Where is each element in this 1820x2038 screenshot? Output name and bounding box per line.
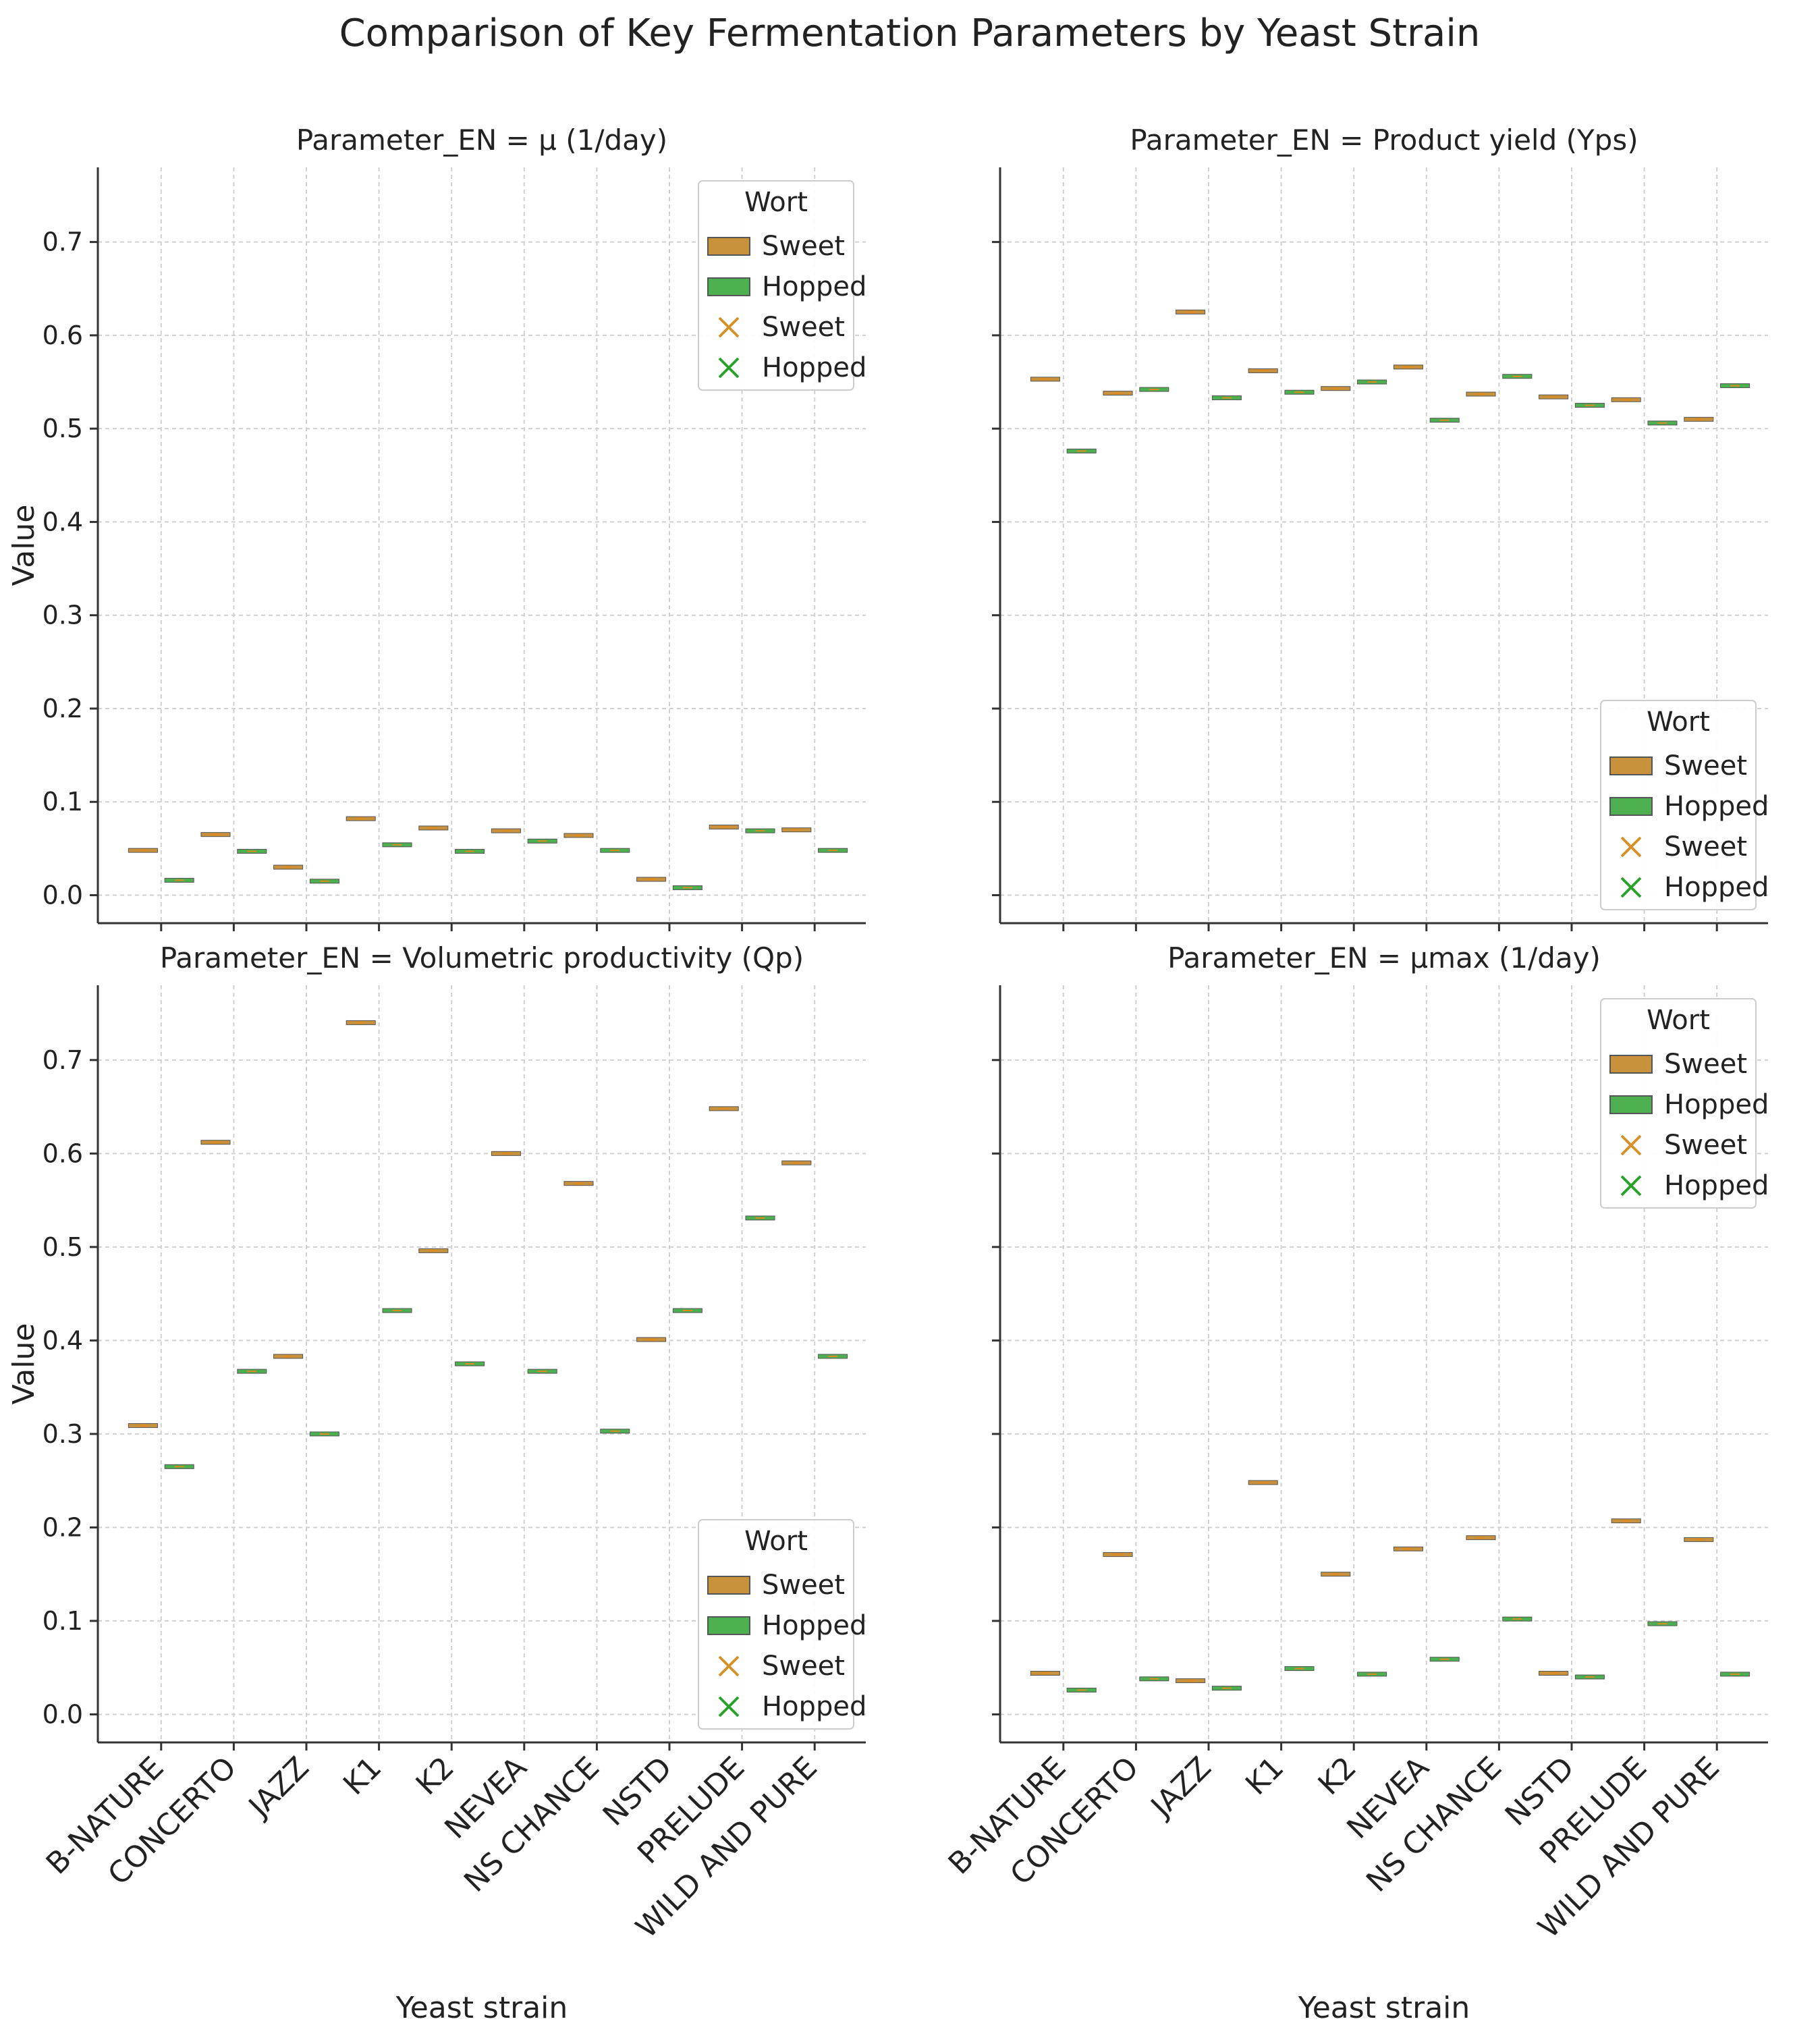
legend-label: Sweet — [762, 1570, 845, 1601]
y-tick-label: 0.6 — [43, 1138, 83, 1168]
y-tick-label: 0.4 — [43, 507, 83, 536]
x-tick-label: JAZZ — [241, 1751, 316, 1825]
y-tick-label: 0.5 — [43, 414, 83, 443]
x-tick-label: JAZZ — [1143, 1751, 1218, 1825]
y-axis-label: Value — [7, 1323, 41, 1405]
x-tick-label: K2 — [410, 1751, 461, 1802]
y-tick-label: 0.3 — [43, 601, 83, 630]
legend-box — [1600, 700, 1757, 910]
y-tick-label: 0.2 — [43, 694, 83, 723]
legend-label: Sweet — [762, 1651, 845, 1682]
legend-marker-hopped — [718, 1696, 740, 1717]
y-tick-label: 0.1 — [43, 787, 83, 817]
legend-label: Hopped — [762, 271, 866, 302]
legend-label: Sweet — [1664, 1130, 1747, 1161]
y-tick-label: 0.3 — [43, 1419, 83, 1449]
legend-swatch-hopped — [707, 277, 750, 296]
legend-swatch-sweet — [707, 1576, 750, 1595]
legend-label: Sweet — [1664, 1049, 1747, 1080]
legend-marker-hopped — [718, 357, 740, 379]
legend-title: Wort — [1647, 1005, 1710, 1036]
legend: Wort Sweet Hopped Sweet Hopped — [1600, 700, 1769, 910]
x-tick-label: K2 — [1312, 1751, 1363, 1802]
x-axis-label: Yeast strain — [1298, 1991, 1470, 2025]
legend-swatch-hopped — [1609, 1095, 1653, 1114]
legend-box — [1600, 998, 1757, 1209]
legend-marker-sweet — [1620, 836, 1642, 858]
y-tick-label: 0.1 — [43, 1606, 83, 1636]
panel-2: Parameter_EN = Product yield (Yps) Wort Sw… — [992, 123, 1769, 931]
legend-swatch-sweet — [707, 237, 750, 256]
panel-title: Parameter_EN = μmax (1/day) — [1167, 941, 1601, 974]
y-tick-label: 0.7 — [43, 227, 83, 257]
legend: Wort Sweet Hopped Sweet Hopped — [698, 1519, 866, 1730]
panel-4: Parameter_EN = μmax (1/day)B-NATURECONCE… — [942, 941, 1769, 2025]
legend: Wort Sweet Hopped Sweet Hopped — [698, 180, 866, 391]
y-tick-label: 0.7 — [43, 1045, 83, 1075]
x-axis-label: Yeast strain — [395, 1991, 568, 2025]
legend-marker-hopped — [1620, 1175, 1642, 1196]
legend-label: Hopped — [1664, 1170, 1769, 1201]
chart-title: Comparison of Key Fermentation Parameter… — [339, 11, 1481, 55]
panel-3: Parameter_EN = Volumetric productivity (… — [7, 941, 866, 2025]
panel-1: Parameter_EN = μ (1/day) 0.0 0.1 0.2 0.3 0.4 0… — [7, 123, 866, 931]
legend-label: Sweet — [1664, 831, 1747, 862]
legend-swatch-hopped — [1609, 797, 1653, 816]
y-tick-label: 0.6 — [43, 321, 83, 350]
legend-label: Sweet — [1664, 750, 1747, 781]
panel-title: Parameter_EN = Volumetric productivity (… — [160, 941, 804, 974]
legend-swatch-sweet — [1609, 1055, 1653, 1074]
legend-marker-sweet — [1620, 1134, 1642, 1156]
panel-title: Parameter_EN = Product yield (Yps) — [1130, 123, 1638, 157]
legend-title: Wort — [1647, 707, 1710, 738]
legend-label: Sweet — [762, 231, 845, 262]
legend-label: Hopped — [762, 1610, 866, 1641]
y-tick-label: 0.4 — [43, 1325, 83, 1355]
legend-swatch-sweet — [1609, 756, 1653, 775]
legend-title: Wort — [744, 187, 808, 218]
panel-title: Parameter_EN = μ (1/day) — [296, 123, 667, 157]
y-tick-label: 0.0 — [43, 881, 83, 910]
legend-label: Sweet — [762, 312, 845, 343]
legend-title: Wort — [744, 1526, 808, 1557]
legend-label: Hopped — [1664, 1089, 1769, 1120]
legend-marker-sweet — [718, 1655, 740, 1677]
y-tick-label: 0.5 — [43, 1232, 83, 1262]
y-axis-label: Value — [7, 505, 41, 586]
x-tick-label: K1 — [337, 1751, 388, 1802]
legend-label: Hopped — [762, 352, 866, 383]
legend: Wort Sweet Hopped Sweet Hopped — [1600, 998, 1769, 1209]
legend-label: Hopped — [762, 1691, 866, 1722]
x-tick-label: K1 — [1239, 1751, 1290, 1802]
legend-label: Hopped — [1664, 872, 1769, 903]
legend-box — [698, 1519, 854, 1730]
legend-swatch-hopped — [707, 1616, 750, 1635]
legend-marker-sweet — [718, 316, 740, 338]
legend-label: Hopped — [1664, 791, 1769, 822]
panels: Parameter_EN = μ (1/day) 0.0 0.1 0.2 0.3 0.4 0… — [7, 123, 1769, 2025]
y-tick-label: 0.2 — [43, 1512, 83, 1542]
legend-marker-hopped — [1620, 877, 1642, 898]
legend-box — [698, 180, 854, 391]
y-tick-label: 0.0 — [43, 1699, 83, 1729]
